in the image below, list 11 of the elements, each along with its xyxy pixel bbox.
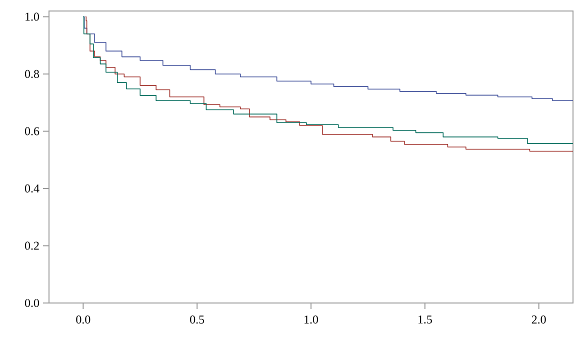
y-tick-label: 0.0 [24,298,40,308]
x-tick-label: 0.0 [76,316,90,324]
y-tick-label: 0.2 [24,242,39,250]
y-tick-label: 0.8 [24,70,40,78]
y-tick-label: 0.6 [24,127,40,136]
x-tick-label: 0.5 [190,316,204,324]
x-tick-label: 1.5 [418,316,432,324]
x-tick-label: 1.0 [304,316,318,324]
x-tick-label: 2.0 [532,316,546,324]
y-tick-label: 1.0 [26,12,40,21]
y-tick-label: 0.4 [24,184,40,193]
